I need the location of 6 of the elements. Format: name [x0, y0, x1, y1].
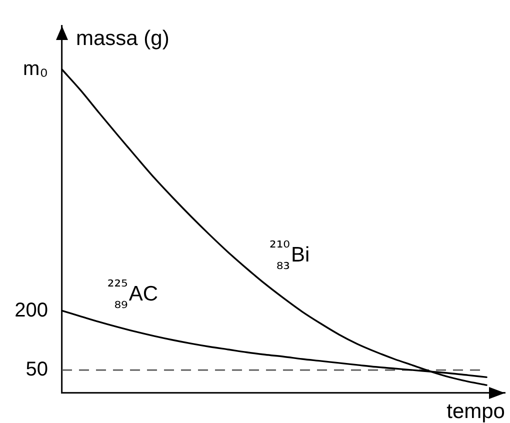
x-axis-title: tempo	[446, 400, 505, 423]
line-series	[61, 68, 488, 386]
y-tick-label: m₀	[23, 58, 48, 80]
y-axis-title: massa (g)	[76, 27, 170, 50]
y-tick-label: 200	[14, 299, 48, 322]
y-tick-label: 50	[26, 358, 48, 381]
